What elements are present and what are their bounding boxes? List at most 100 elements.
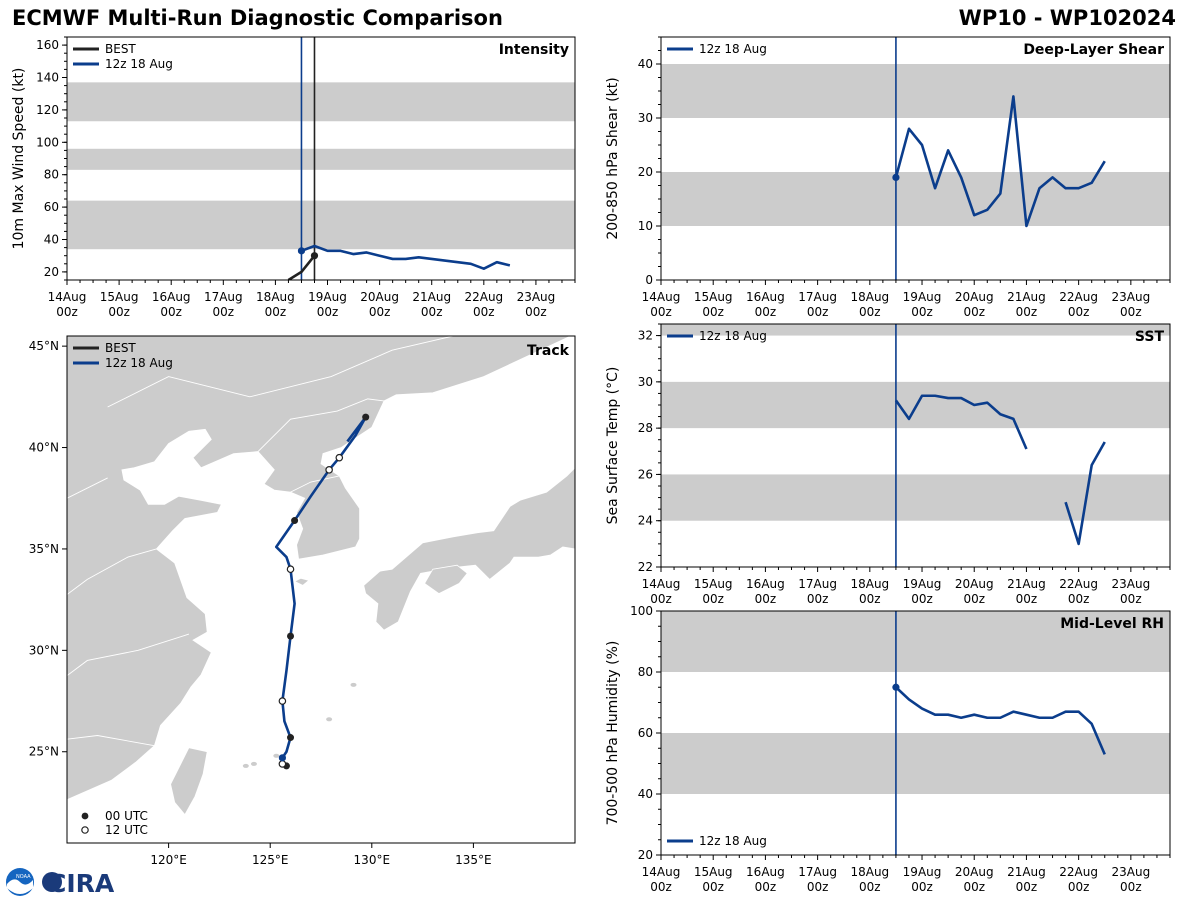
legend-label: 00 UTC: [105, 809, 148, 823]
track-marker-00utc: [287, 632, 295, 640]
x-tick-sublabel: 00z: [160, 305, 182, 319]
x-tick-label: 17Aug: [798, 865, 837, 879]
border-line: [107, 336, 454, 408]
x-tick-sublabel: 00z: [1068, 592, 1090, 606]
storm-id-title: WP10 - WP102024: [958, 6, 1176, 30]
noaa-cira-logo: NOAA CIRA: [6, 868, 114, 898]
land-shikoku: [424, 564, 468, 595]
x-tick-sublabel: 00z: [421, 305, 443, 319]
x-tick-sublabel: 00z: [650, 592, 672, 606]
land-taiwan: [170, 747, 208, 816]
noaa-logo-text: NOAA: [16, 874, 31, 880]
series-point: [892, 683, 900, 691]
x-tick-label: 19Aug: [903, 290, 942, 304]
x-tick-label: 18Aug: [256, 290, 295, 304]
plot-area: [661, 324, 1170, 567]
plot-area: [67, 37, 575, 280]
legend-label: 12z 18 Aug: [699, 42, 767, 56]
reference-band: [661, 172, 1170, 226]
x-tick-label: 125°E: [252, 853, 289, 867]
track-marker-12utc: [286, 565, 295, 574]
y-tick-label: 30: [638, 111, 653, 125]
x-tick-label: 16Aug: [746, 865, 785, 879]
y-tick-label: 140: [36, 71, 59, 85]
x-tick-label: 135°E: [455, 853, 492, 867]
legend-label: 12z 18 Aug: [699, 834, 767, 848]
y-tick-label: 45°N: [29, 339, 59, 353]
map-area: [67, 336, 575, 843]
legend-label: 12z 18 Aug: [105, 356, 173, 370]
x-tick-sublabel: 00z: [963, 305, 985, 319]
y-tick-label: 120: [36, 103, 59, 117]
y-tick-label: 22: [638, 560, 653, 574]
panel-title: SST: [1135, 329, 1165, 345]
x-tick-sublabel: 00z: [755, 880, 777, 894]
reference-band: [67, 200, 575, 250]
panel-track: 120°E 125°E 130°E 135°E 25°N 30°N 35°N 40°N 45°N…: [29, 335, 576, 867]
border-line: [290, 475, 340, 493]
y-tick-label: 40°N: [29, 441, 59, 455]
x-tick-label: 15Aug: [694, 577, 733, 591]
y-axis-label: 700-500 hPa Humidity (%): [605, 641, 621, 826]
x-tick-label: 14Aug: [642, 290, 681, 304]
reference-band: [67, 82, 575, 122]
x-tick-sublabel: 00z: [755, 592, 777, 606]
x-tick-sublabel: 00z: [702, 305, 724, 319]
x-tick-sublabel: 00z: [650, 880, 672, 894]
y-tick-label: 40: [638, 787, 653, 801]
x-tick-sublabel: 00z: [369, 305, 391, 319]
series-point: [892, 173, 900, 181]
x-tick-sublabel: 00z: [1120, 305, 1142, 319]
x-tick-sublabel: 00z: [108, 305, 130, 319]
x-tick-label: 16Aug: [746, 577, 785, 591]
y-axis-label: 10m Max Wind Speed (kt): [11, 68, 27, 250]
reference-band: [67, 148, 575, 170]
track-marker-00utc: [362, 413, 370, 421]
x-tick-label: 19Aug: [903, 865, 942, 879]
x-tick-label: 22Aug: [1059, 577, 1098, 591]
x-tick-sublabel: 00z: [317, 305, 339, 319]
border-line: [67, 477, 108, 499]
x-tick-sublabel: 00z: [807, 592, 829, 606]
cira-logo-globe-icon: [42, 872, 62, 892]
legend-marker-00utc: [81, 812, 89, 820]
panel-title: Intensity: [499, 42, 569, 58]
reference-band: [661, 324, 1170, 336]
x-tick-sublabel: 00z: [1120, 592, 1142, 606]
x-tick-label: 15Aug: [100, 290, 139, 304]
x-tick-label: 130°E: [354, 853, 391, 867]
legend-label: 12z 18 Aug: [699, 329, 767, 343]
y-tick-label: 40: [44, 233, 59, 247]
y-tick-label: 10: [638, 219, 653, 233]
x-tick-sublabel: 00z: [911, 305, 933, 319]
land-islet: [242, 763, 249, 768]
x-tick-label: 15Aug: [694, 290, 733, 304]
x-tick-label: 19Aug: [308, 290, 347, 304]
panel-shear: 01020304014Aug00z15Aug00z16Aug00z17Aug00…: [605, 36, 1171, 319]
x-tick-sublabel: 00z: [702, 880, 724, 894]
x-tick-sublabel: 00z: [755, 305, 777, 319]
border-line: [67, 735, 155, 747]
series-point: [297, 247, 306, 255]
x-tick-label: 20Aug: [955, 577, 994, 591]
x-tick-sublabel: 00z: [265, 305, 287, 319]
x-tick-label: 23Aug: [1111, 290, 1150, 304]
track-start-point: [278, 754, 286, 762]
panel-title: Track: [527, 343, 570, 359]
y-tick-label: 20: [638, 848, 653, 862]
reference-band: [661, 64, 1170, 118]
track-marker-00utc: [287, 734, 295, 742]
x-tick-label: 16Aug: [746, 290, 785, 304]
x-tick-label: 120°E: [150, 853, 187, 867]
series-line: [287, 254, 316, 280]
x-tick-label: 22Aug: [1059, 865, 1098, 879]
land-asia: [67, 336, 572, 801]
y-tick-label: 25°N: [29, 745, 59, 759]
y-tick-label: 32: [638, 329, 653, 343]
x-tick-label: 23Aug: [1111, 577, 1150, 591]
x-tick-label: 21Aug: [412, 290, 451, 304]
x-tick-label: 19Aug: [903, 577, 942, 591]
border-line: [67, 633, 190, 677]
y-tick-label: 80: [44, 168, 59, 182]
x-tick-label: 22Aug: [1059, 290, 1098, 304]
